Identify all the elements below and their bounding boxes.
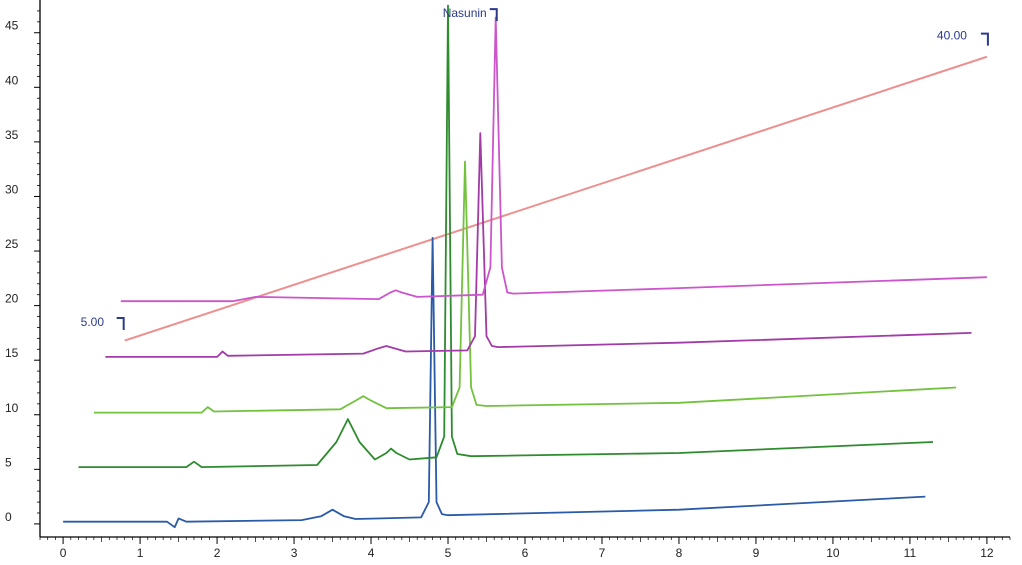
x-tick-label: 1 xyxy=(137,546,144,560)
y-tick-label: 45 xyxy=(5,19,19,33)
y-tick-label: 35 xyxy=(5,128,19,142)
x-tick-label: 12 xyxy=(980,546,994,560)
y-tick-label: 15 xyxy=(5,346,19,360)
y-axis: 0 5 10 15 20 25 30 35 40 45 xyxy=(5,0,41,537)
trace-line-4 xyxy=(105,132,972,358)
gradient-end-label: 40.00 xyxy=(937,29,967,43)
x-axis: 0 1 2 3 4 5 6 7 8 9 10 11 12 xyxy=(39,536,1011,560)
y-tick-label: 10 xyxy=(5,401,19,415)
trace-line-3 xyxy=(93,160,957,414)
gradient-line xyxy=(124,55,988,342)
x-tick-label: 10 xyxy=(826,546,840,560)
x-tick-label: 0 xyxy=(60,546,67,560)
x-tick-label: 3 xyxy=(291,546,298,560)
gradient-start-label: 5.00 xyxy=(81,315,105,329)
x-tick-label: 4 xyxy=(368,546,375,560)
gradient-line-path xyxy=(124,55,988,342)
y-tick-label: 25 xyxy=(5,237,19,251)
gradient-start-bracket xyxy=(116,316,125,330)
x-tick-label: 11 xyxy=(904,546,917,560)
peak-label-bracket xyxy=(489,8,498,22)
annotations: 5.00 40.00 Nasunin xyxy=(81,6,989,330)
y-tick-label: 30 xyxy=(5,182,19,196)
x-tick-label: 5 xyxy=(445,546,452,560)
peak-label-nasunin: Nasunin xyxy=(443,6,487,20)
y-tick-label: 5 xyxy=(5,455,12,469)
x-tick-label: 9 xyxy=(753,546,760,560)
trace-line-1 xyxy=(63,236,926,529)
y-tick-label: 20 xyxy=(5,292,19,306)
trace-series xyxy=(63,4,987,529)
y-tick-label: 40 xyxy=(5,73,19,87)
x-tick-label: 2 xyxy=(214,546,221,560)
trace-line-5 xyxy=(120,16,987,303)
trace-line-2 xyxy=(78,4,934,469)
y-tick-label: 0 xyxy=(5,510,12,524)
x-tick-label: 6 xyxy=(522,546,529,560)
x-tick-label: 8 xyxy=(676,546,683,560)
gradient-end-bracket xyxy=(980,32,989,46)
x-tick-label: 7 xyxy=(599,546,606,560)
